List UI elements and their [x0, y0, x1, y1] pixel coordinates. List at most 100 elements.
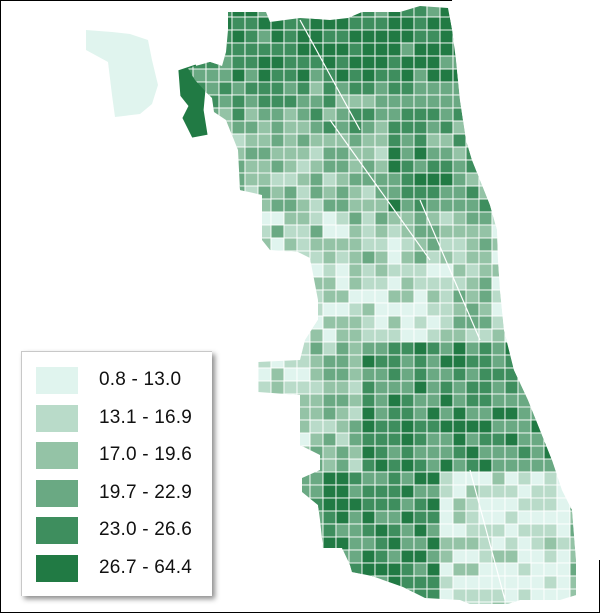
census-tract	[348, 172, 363, 187]
census-tract	[231, 484, 246, 512]
census-tract	[465, 575, 480, 590]
census-tract	[283, 81, 298, 96]
census-tract	[257, 42, 272, 57]
census-tract	[504, 549, 519, 564]
census-tract	[348, 341, 363, 356]
census-tract	[231, 419, 246, 434]
census-tract	[426, 354, 441, 369]
census-tract	[244, 588, 259, 603]
census-tract	[283, 575, 298, 590]
census-tract	[257, 289, 272, 304]
census-tract	[335, 328, 350, 343]
census-tract	[543, 536, 558, 551]
census-tract	[322, 172, 337, 187]
census-tract	[374, 107, 389, 122]
census-tract	[270, 575, 285, 603]
census-tract	[296, 6, 311, 18]
census-tract	[400, 354, 415, 369]
census-tract	[504, 432, 519, 447]
census-tract	[439, 276, 454, 291]
census-tract	[361, 328, 376, 343]
census-tract	[374, 549, 389, 564]
census-tract	[426, 159, 441, 174]
census-tract	[530, 445, 545, 460]
census-tract	[413, 133, 428, 148]
census-tract	[387, 484, 402, 499]
census-tract	[322, 263, 337, 278]
census-tract	[452, 159, 467, 174]
census-tract	[361, 315, 376, 330]
census-tract	[413, 6, 428, 18]
census-tract	[188, 6, 194, 18]
census-tract	[257, 172, 272, 187]
census-tract	[244, 575, 259, 590]
legend-item-1: 0.8 - 13.0	[36, 366, 181, 394]
census-tract	[387, 263, 402, 278]
census-tract	[335, 341, 350, 356]
census-tract	[400, 315, 415, 330]
census-tract	[426, 393, 441, 408]
census-tract	[387, 237, 402, 252]
census-tract	[218, 484, 233, 499]
census-tract	[231, 575, 246, 590]
census-tract	[426, 367, 441, 382]
census-tract	[296, 510, 311, 538]
census-tract	[491, 510, 506, 525]
census-tract	[374, 120, 389, 135]
census-tract	[517, 445, 532, 460]
census-tract	[283, 445, 298, 460]
census-tract	[361, 107, 376, 122]
census-tract	[218, 120, 233, 148]
census-tract	[322, 120, 337, 135]
census-tract	[322, 510, 337, 525]
census-tract	[296, 588, 311, 604]
census-tract	[504, 562, 519, 577]
census-tract	[348, 432, 363, 447]
census-tract	[387, 146, 402, 161]
census-tract	[270, 224, 285, 239]
census-tract	[517, 601, 532, 604]
census-tract	[335, 133, 350, 148]
census-tract	[205, 133, 220, 148]
census-tract	[452, 341, 467, 356]
census-tract	[348, 315, 363, 330]
census-tract	[231, 367, 246, 382]
census-tract	[374, 55, 389, 70]
census-tract	[231, 510, 246, 525]
census-tract	[283, 16, 298, 31]
census-tract	[322, 484, 337, 499]
census-tract	[218, 458, 233, 473]
census-tract	[413, 224, 428, 239]
census-tract	[205, 237, 220, 265]
census-tract	[426, 146, 441, 161]
census-tract	[400, 601, 415, 604]
census-tract	[413, 107, 428, 122]
census-tract	[361, 549, 376, 564]
census-tract	[465, 601, 480, 604]
ohare-area	[86, 30, 158, 117]
census-tract	[257, 133, 272, 148]
census-tract	[530, 601, 545, 604]
census-tract	[374, 94, 389, 109]
census-tract	[283, 471, 298, 486]
census-tract	[322, 81, 337, 96]
census-tract	[400, 224, 415, 239]
census-tract	[387, 172, 402, 187]
census-tract	[296, 315, 311, 330]
census-tract	[322, 536, 337, 551]
census-tract	[387, 458, 402, 473]
census-tract	[205, 302, 220, 317]
census-tract	[270, 289, 285, 304]
census-tract	[270, 185, 285, 200]
census-tract	[426, 601, 441, 604]
census-tract	[361, 133, 376, 148]
census-tract	[387, 328, 402, 343]
census-tract	[452, 276, 467, 291]
census-tract	[322, 185, 337, 200]
census-tract	[478, 445, 493, 460]
census-tract	[244, 224, 259, 239]
census-tract	[309, 172, 324, 187]
census-tract	[517, 536, 532, 551]
census-tract	[426, 575, 441, 590]
census-tract	[426, 81, 441, 96]
